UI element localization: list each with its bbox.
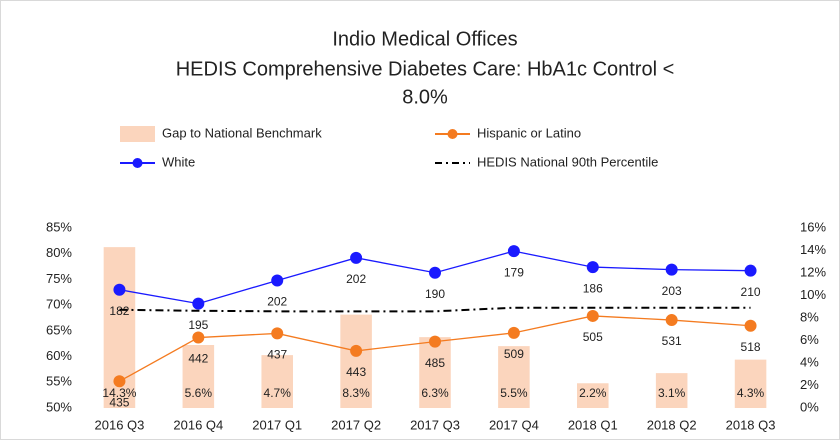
chart-title: Indio Medical Offices [332,28,517,50]
legend-swatch [120,126,155,142]
x-tick-label: 2017 Q4 [489,417,539,432]
point-label: 531 [662,334,682,348]
y2-tick-label: 14% [800,242,826,257]
x-tick-label: 2017 Q1 [252,417,302,432]
bar-label: 4.3% [737,386,765,400]
point-label: 203 [662,284,682,298]
x-tick-label: 2018 Q2 [647,417,697,432]
y-tick-label: 65% [46,322,72,337]
bar-label: 3.1% [658,386,686,400]
legend-label: HEDIS National 90th Percentile [477,154,658,169]
legend-marker [132,158,143,168]
marker [665,263,678,276]
marker [113,375,126,388]
y-tick-label: 60% [46,348,72,363]
bar [340,314,372,408]
point-label: 509 [504,347,524,361]
point-label: 485 [425,356,445,370]
point-label: 437 [267,348,287,362]
point-label: 442 [188,352,208,366]
bar-label: 2.2% [579,386,607,400]
y-tick-label: 70% [46,297,72,312]
y-tick-label: 85% [46,219,72,234]
x-tick-label: 2016 Q4 [173,417,223,432]
y-tick-label: 55% [46,374,72,389]
line [119,306,751,313]
x-tick-label: 2018 Q3 [726,417,776,432]
bar-label: 5.5% [500,386,528,400]
marker [192,331,205,344]
x-tick-label: 2017 Q2 [331,417,381,432]
y2-tick-label: 2% [800,377,819,392]
marker [350,344,363,357]
chart-title: 8.0% [402,86,448,108]
bar-label: 4.7% [264,386,292,400]
marker [665,314,678,327]
y2-tick-label: 4% [800,354,819,369]
marker [113,283,126,296]
marker [586,309,599,322]
point-label: 435 [109,395,129,409]
point-label: 186 [583,281,603,295]
bar-label: 6.3% [421,386,449,400]
bar-label: 14.3% [102,386,136,400]
point-label: 202 [267,295,287,309]
y-tick-label: 75% [46,271,72,286]
x-tick-label: 2016 Q3 [95,417,145,432]
legend-marker [447,129,458,139]
bar [734,359,767,408]
bar [419,337,451,408]
marker [429,335,441,348]
point-label: 195 [188,318,208,332]
point-label: 505 [583,330,603,344]
x-tick-label: 2017 Q3 [410,417,460,432]
x-tick-label: 2018 Q1 [568,417,618,432]
bar [577,383,609,408]
bar-label: 5.6% [185,386,213,400]
point-label: 190 [425,287,445,301]
marker [586,261,599,274]
point-label: 518 [741,340,761,354]
y2-tick-label: 16% [800,219,826,234]
bar [498,346,530,408]
chart-title: HEDIS Comprehensive Diabetes Care: HbA1c… [176,58,675,80]
point-label: 202 [346,272,366,286]
marker [429,266,441,279]
point-label: 179 [504,265,524,279]
marker [271,327,284,340]
y2-tick-label: 6% [800,332,819,347]
y2-tick-label: 10% [800,287,826,302]
bar [261,355,293,408]
legend-label: Gap to National Benchmark [162,125,322,140]
legend-label: Hispanic or Latino [477,125,581,140]
marker [744,319,757,332]
marker [350,251,363,264]
bar-label: 8.3% [342,386,370,400]
bar [182,345,215,408]
marker [507,326,520,339]
y2-tick-label: 0% [800,399,819,414]
y-tick-label: 80% [46,245,72,260]
marker [271,274,284,287]
point-label: 443 [346,365,366,379]
point-label: 210 [741,285,761,299]
marker [507,245,520,258]
point-label: 182 [109,304,129,318]
y2-tick-label: 8% [800,309,819,324]
y-tick-label: 50% [46,399,72,414]
y2-tick-label: 12% [800,264,826,279]
bar [655,373,688,408]
marker [192,297,205,310]
marker [744,264,757,277]
legend-label: White [162,154,195,169]
